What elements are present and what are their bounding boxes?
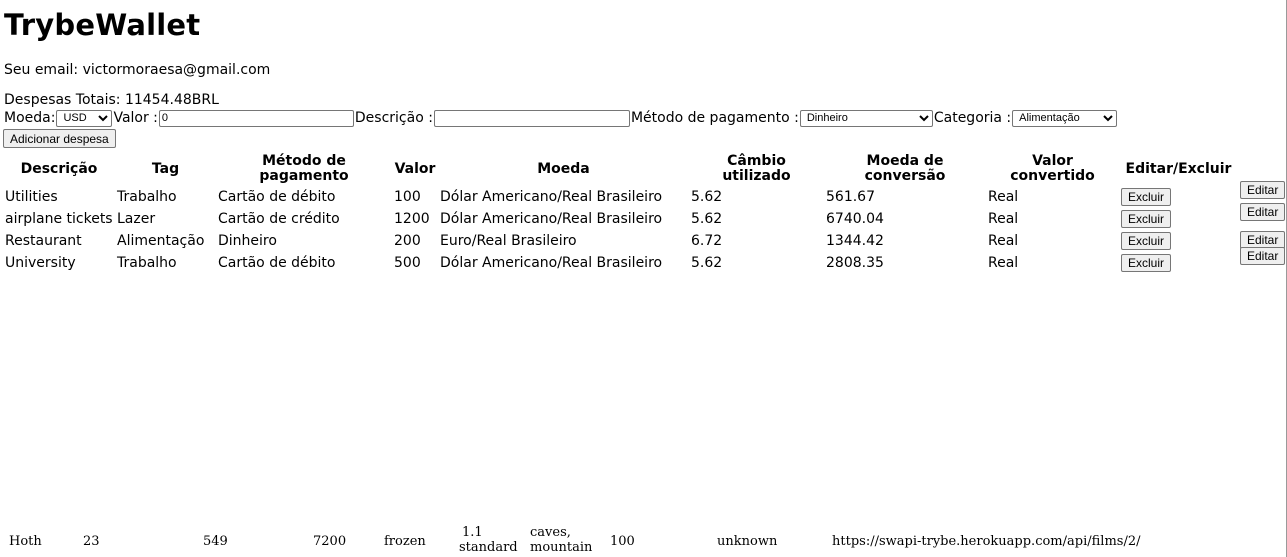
cell-editar: Editar <box>1239 181 1287 207</box>
cell-tag: Trabalho <box>117 254 177 271</box>
edit-button[interactable]: Editar <box>1240 181 1286 199</box>
cell-cambio: 6.72 <box>691 232 723 249</box>
descricao-input[interactable] <box>433 109 630 127</box>
header-moeda: Moeda <box>537 160 590 177</box>
header-valor: Valor <box>394 160 436 177</box>
table-row: Utilities Trabalho Cartão de débito 100 … <box>4 181 1287 207</box>
cell-metodo: Cartão de débito <box>218 188 336 205</box>
moeda-select[interactable]: USD <box>56 109 113 127</box>
planet-orbital: 549 <box>203 534 228 549</box>
planet-population: unknown <box>717 534 778 549</box>
header-metodo: Método de pagamento <box>259 153 349 184</box>
cell-conversao: 6740.04 <box>826 210 884 227</box>
cell-valor: 200 <box>394 232 421 249</box>
delete-button[interactable]: Excluir <box>1121 210 1172 228</box>
cell-convertido: Real <box>988 188 1019 205</box>
header-editar-excluir: Editar/Excluir <box>1125 160 1232 177</box>
cell-editar: Editar <box>1239 247 1287 273</box>
cell-convertido: Real <box>988 254 1019 271</box>
metodo-select[interactable]: Dinheiro <box>799 109 933 127</box>
cell-cambio: 5.62 <box>691 188 723 205</box>
cell-editar: Editar <box>1239 203 1287 229</box>
cell-descricao: Restaurant <box>5 232 82 249</box>
cell-moeda: Dólar Americano/Real Brasileiro <box>440 254 663 271</box>
edit-button[interactable]: Editar <box>1240 247 1286 265</box>
planet-films-link[interactable]: https://swapi-trybe.herokuapp.com/api/fi… <box>832 534 1141 549</box>
cell-moeda: Dólar Americano/Real Brasileiro <box>440 188 663 205</box>
planet-gravity-2: standard <box>459 540 518 555</box>
cell-valor: 500 <box>394 254 421 271</box>
cell-descricao: airplane tickets <box>5 210 113 227</box>
header-tag: Tag <box>151 160 180 177</box>
app-title: TrybeWallet <box>4 8 201 42</box>
planet-gravity-1: 1.1 <box>462 525 483 540</box>
table-row: University Trabalho Cartão de débito 500… <box>4 247 1287 273</box>
table-header-row: Descrição Tag Método de pagamento Valor … <box>4 153 1287 185</box>
moeda-label: Moeda: <box>4 110 56 126</box>
cell-metodo: Dinheiro <box>218 232 277 249</box>
expenses-table: Descrição Tag Método de pagamento Valor … <box>2 151 1287 275</box>
planet-climate: frozen <box>384 534 426 549</box>
planet-diameter: 7200 <box>313 534 347 549</box>
header-descricao: Descrição <box>20 160 98 177</box>
cell-metodo: Cartão de crédito <box>218 210 340 227</box>
cell-conversao: 561.67 <box>826 188 875 205</box>
valor-label: Valor : <box>113 110 158 126</box>
cell-conversao: 2808.35 <box>826 254 884 271</box>
header-cambio: Câmbio utilizado <box>722 153 791 184</box>
cell-excluir: Excluir <box>1120 253 1237 273</box>
cell-descricao: University <box>5 254 76 271</box>
delete-button[interactable]: Excluir <box>1121 188 1172 206</box>
cell-editar: Editar <box>1239 231 1287 251</box>
planet-rotation: 23 <box>83 534 100 549</box>
cell-moeda: Dólar Americano/Real Brasileiro <box>440 210 663 227</box>
header-valor-convertido: Valor convertido <box>1010 153 1095 184</box>
cell-excluir: Excluir <box>1120 187 1237 207</box>
cell-tag: Lazer <box>117 210 156 227</box>
planet-surface-water: 100 <box>610 534 635 549</box>
table-row: Restaurant Alimentação Dinheiro 200 Euro… <box>4 231 1287 251</box>
cell-valor: 1200 <box>394 210 430 227</box>
edit-button[interactable]: Editar <box>1240 231 1286 249</box>
categoria-label: Categoria : <box>933 110 1012 126</box>
valor-input[interactable] <box>158 109 354 127</box>
expense-form: Moeda: USD Valor : Descrição : Método de… <box>4 109 1118 127</box>
planet-name: Hoth <box>9 534 42 549</box>
table-row: airplane tickets Lazer Cartão de crédito… <box>4 203 1287 229</box>
cell-metodo: Cartão de débito <box>218 254 336 271</box>
cell-excluir: Excluir <box>1120 209 1237 229</box>
total-expenses: Despesas Totais: 11454.48BRL <box>4 92 219 108</box>
planet-terrain-1: caves, <box>530 525 571 540</box>
cell-descricao: Utilities <box>5 188 58 205</box>
add-expense-button[interactable]: Adicionar despesa <box>3 129 116 148</box>
cell-cambio: 5.62 <box>691 254 723 271</box>
cell-convertido: Real <box>988 232 1019 249</box>
cell-convertido: Real <box>988 210 1019 227</box>
metodo-label: Método de pagamento : <box>630 110 799 126</box>
user-email: Seu email: victormoraesa@gmail.com <box>4 62 271 78</box>
cell-conversao: 1344.42 <box>826 232 884 249</box>
descricao-label: Descrição : <box>354 110 433 126</box>
cell-tag: Alimentação <box>117 232 205 249</box>
delete-button[interactable]: Excluir <box>1121 254 1172 272</box>
planet-terrain-2: mountain <box>530 540 593 555</box>
cell-tag: Trabalho <box>117 188 177 205</box>
edit-button[interactable]: Editar <box>1240 203 1286 221</box>
categoria-select[interactable]: Alimentação <box>1012 109 1118 127</box>
cell-valor: 100 <box>394 188 421 205</box>
cell-moeda: Euro/Real Brasileiro <box>440 232 577 249</box>
header-moeda-conversao: Moeda de conversão <box>864 153 946 184</box>
cell-cambio: 5.62 <box>691 210 723 227</box>
delete-button[interactable]: Excluir <box>1121 232 1172 250</box>
cell-excluir: Excluir <box>1120 231 1237 251</box>
